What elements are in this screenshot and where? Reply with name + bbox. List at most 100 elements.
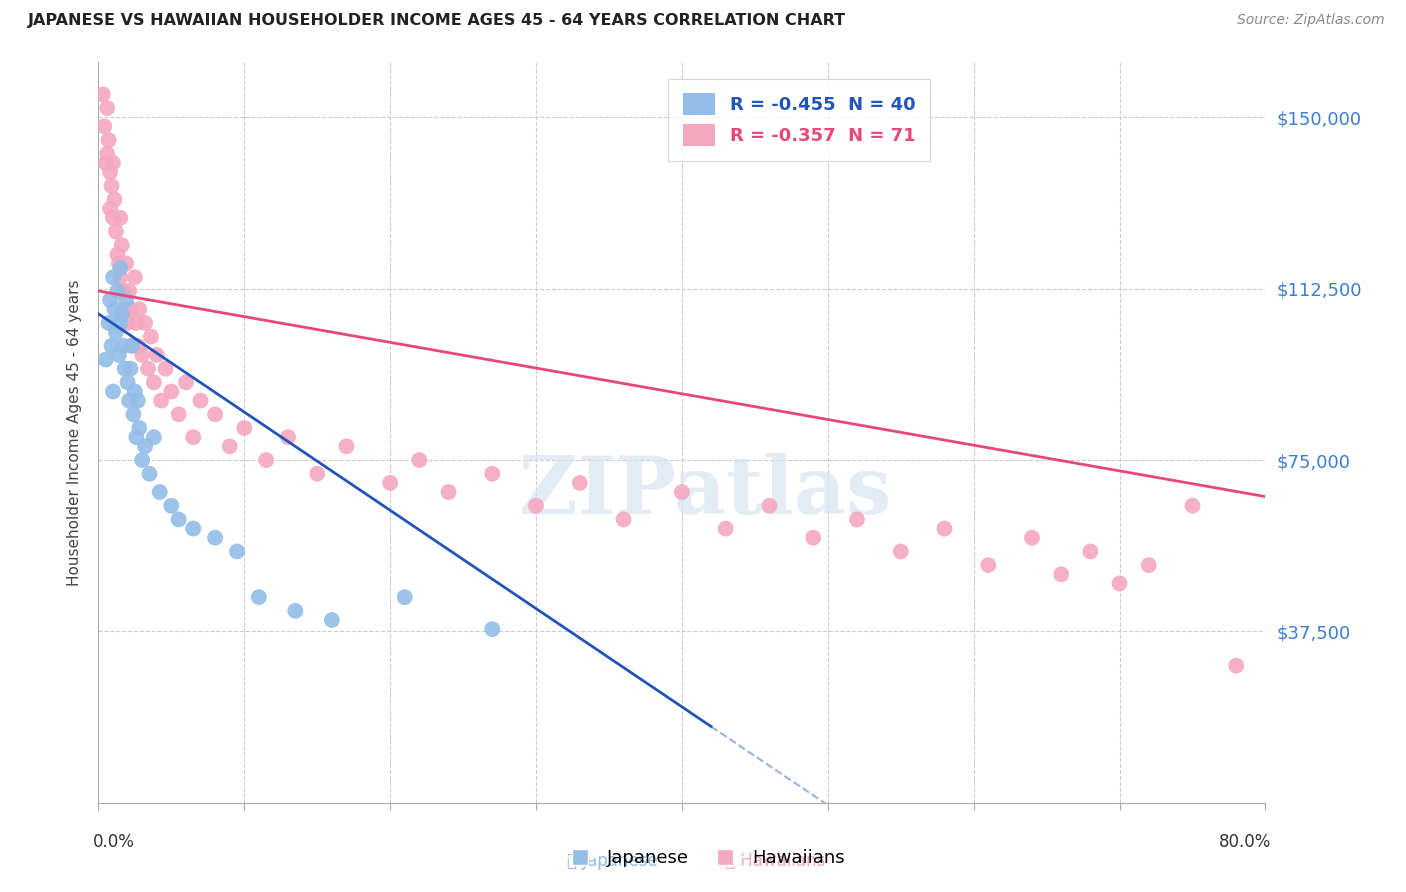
- Point: [96, 101, 118, 115]
- Point: [142, 376, 165, 390]
- Point: [121, 339, 143, 353]
- Point: [437, 485, 460, 500]
- Point: [127, 339, 149, 353]
- Point: [100, 178, 122, 193]
- Point: [104, 325, 127, 339]
- Point: [139, 329, 162, 343]
- Point: [111, 238, 134, 252]
- Point: [1080, 544, 1102, 558]
- Point: [167, 408, 190, 422]
- Point: [218, 439, 240, 453]
- Point: [307, 467, 329, 481]
- Point: [394, 590, 416, 604]
- Point: [98, 202, 121, 216]
- Point: [568, 475, 591, 490]
- Legend: Japanese, Hawaiians: Japanese, Hawaiians: [554, 842, 852, 874]
- Point: [125, 316, 148, 330]
- Point: [125, 430, 148, 444]
- Point: [160, 384, 183, 399]
- Text: ⬜ Hawaiians: ⬜ Hawaiians: [725, 852, 825, 870]
- Point: [120, 302, 142, 317]
- Point: [321, 613, 343, 627]
- Point: [96, 146, 118, 161]
- Point: [1021, 531, 1043, 545]
- Point: [136, 361, 159, 376]
- Point: [94, 352, 117, 367]
- Point: [103, 193, 125, 207]
- Point: [233, 421, 256, 435]
- Point: [934, 522, 956, 536]
- Point: [101, 384, 124, 399]
- Point: [1050, 567, 1073, 582]
- Point: [890, 544, 912, 558]
- Point: [115, 293, 138, 307]
- Point: [131, 453, 153, 467]
- Point: [134, 316, 156, 330]
- Point: [181, 522, 204, 536]
- Point: [335, 439, 357, 453]
- Point: [127, 393, 149, 408]
- Point: [277, 430, 299, 444]
- Point: [1225, 658, 1247, 673]
- Point: [167, 512, 190, 526]
- Legend: R = -0.455  N = 40, R = -0.357  N = 71: R = -0.455 N = 40, R = -0.357 N = 71: [668, 78, 929, 161]
- Point: [128, 302, 150, 317]
- Point: [1108, 576, 1130, 591]
- Point: [758, 499, 780, 513]
- Point: [714, 522, 737, 536]
- Point: [94, 156, 117, 170]
- Point: [101, 156, 124, 170]
- Point: [98, 293, 121, 307]
- Point: [254, 453, 277, 467]
- Point: [142, 430, 165, 444]
- Point: [801, 531, 824, 545]
- Point: [671, 485, 693, 500]
- Point: [110, 316, 132, 330]
- Point: [100, 339, 122, 353]
- Point: [97, 133, 120, 147]
- Point: [121, 339, 143, 353]
- Point: [112, 339, 135, 353]
- Point: [124, 270, 146, 285]
- Text: ZIPatlas: ZIPatlas: [519, 453, 891, 531]
- Point: [1137, 558, 1160, 573]
- Point: [1181, 499, 1204, 513]
- Point: [149, 485, 172, 500]
- Text: 80.0%: 80.0%: [1219, 833, 1271, 851]
- Point: [101, 211, 124, 225]
- Text: JAPANESE VS HAWAIIAN HOUSEHOLDER INCOME AGES 45 - 64 YEARS CORRELATION CHART: JAPANESE VS HAWAIIAN HOUSEHOLDER INCOME …: [28, 13, 846, 29]
- Point: [204, 531, 226, 545]
- Point: [104, 225, 127, 239]
- Point: [103, 302, 125, 317]
- Point: [112, 284, 135, 298]
- Point: [118, 393, 141, 408]
- Point: [117, 376, 139, 390]
- Point: [247, 590, 270, 604]
- Point: [101, 270, 124, 285]
- Point: [108, 348, 131, 362]
- Point: [380, 475, 402, 490]
- Point: [138, 467, 160, 481]
- Point: [226, 544, 249, 558]
- Point: [105, 247, 128, 261]
- Point: [977, 558, 1000, 573]
- Point: [120, 361, 142, 376]
- Point: [846, 512, 869, 526]
- Y-axis label: Householder Income Ages 45 - 64 years: Householder Income Ages 45 - 64 years: [67, 279, 83, 586]
- Point: [190, 393, 212, 408]
- Point: [181, 430, 204, 444]
- Point: [124, 384, 146, 399]
- Point: [155, 361, 177, 376]
- Point: [110, 261, 132, 276]
- Point: [91, 87, 114, 102]
- Point: [131, 348, 153, 362]
- Point: [612, 512, 634, 526]
- Point: [150, 393, 173, 408]
- Point: [204, 408, 226, 422]
- Point: [481, 622, 503, 636]
- Point: [134, 439, 156, 453]
- Point: [110, 270, 132, 285]
- Point: [481, 467, 503, 481]
- Point: [110, 211, 132, 225]
- Text: Source: ZipAtlas.com: Source: ZipAtlas.com: [1237, 13, 1385, 28]
